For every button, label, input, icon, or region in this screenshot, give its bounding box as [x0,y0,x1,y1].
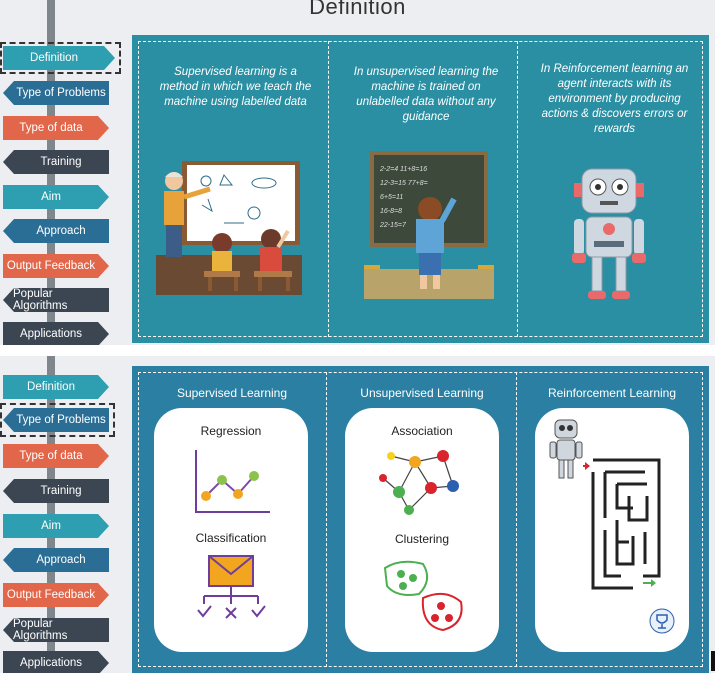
slide-title: Definition [309,0,406,19]
clustering-label: Clustering [394,532,450,546]
supervised-definition-text: Supervised learning is a method in which… [159,66,312,108]
robot-agent-icon [549,419,583,479]
column-divider [516,372,517,667]
reinforcement-learning-card [535,408,689,652]
nav-sign-definition[interactable]: Definition [3,375,109,399]
association-network-icon [379,450,459,515]
chalk-line: 22-15=7 [379,222,407,229]
slide-separator [0,345,715,356]
panel-frame [138,372,703,667]
selected-sign-outline [0,403,115,437]
nav-sign-aim[interactable]: Aim [3,514,109,538]
problem-types-panel: Supervised Learning Unsupervised Learnin… [132,366,709,673]
clustering-groups-icon [383,560,463,632]
nav-sign-training[interactable]: Training [3,150,109,174]
trophy-goal-icon [649,608,675,634]
column-divider [517,41,518,337]
association-label: Association [391,424,453,438]
nav-sign-popular-algorithms[interactable]: Popular Algorithms [3,618,109,642]
student-chalkboard-illustration: 2-2=4 11+8=16 12-3=15 77+8= 6+5=11 16-8=… [364,151,494,299]
chalk-line: 16-8=8 [380,208,402,215]
nav-sign-training[interactable]: Training [3,479,109,503]
supervised-learning-card: Regression Classification [154,408,308,652]
unsupervised-learning-card: Association Clustering [345,408,499,652]
definition-panel: Supervised learning is a method in which… [132,35,709,343]
robot-agent-illustration [572,168,646,299]
chalk-line: 6+5=11 [380,194,403,201]
nav-sign-output-feedback[interactable]: Output Feedback [3,254,109,278]
nav-sign-applications[interactable]: Applications [3,322,109,345]
chalk-line: 2-2=4 11+8=16 [379,166,427,173]
nav-sign-type-of-data[interactable]: Type of data [3,444,109,468]
nav-sign-type-of-problems[interactable]: Type of Problems [3,408,109,432]
classification-label: Classification [195,531,267,545]
unsupervised-learning-heading: Unsupervised Learning [360,386,484,400]
regression-chart-icon [195,450,270,513]
nav-sign-approach[interactable]: Approach [3,548,109,572]
nav-sign-popular-algorithms[interactable]: Popular Algorithms [3,288,109,312]
reinforcement-definition-text: In Reinforcement learning an agent inter… [540,63,689,135]
slide-type-of-problems: Definition Type of Problems Type of data… [0,356,715,673]
teacher-classroom-illustration [156,161,302,295]
nav-sign-applications[interactable]: Applications [3,651,109,673]
column-divider [328,41,329,337]
unsupervised-definition-text: In unsupervised learning the machine is … [353,66,499,123]
nav-sign-aim[interactable]: Aim [3,185,109,209]
supervised-learning-heading: Supervised Learning [176,386,288,400]
panel-frame [138,41,703,337]
nav-sign-output-feedback[interactable]: Output Feedback [3,583,109,607]
column-divider [326,372,327,667]
window-edge [711,651,715,671]
slide-definition: Definition Definition Type of Problems T… [0,0,715,345]
nav-sign-approach[interactable]: Approach [3,219,109,243]
regression-label: Regression [200,424,262,438]
nav-sign-type-of-problems[interactable]: Type of Problems [3,81,109,105]
classification-envelope-icon [197,555,266,619]
nav-sign-definition[interactable]: Definition [3,46,115,70]
maze-icon [583,458,661,590]
nav-sign-type-of-data[interactable]: Type of data [3,116,109,140]
reinforcement-learning-heading: Reinforcement Learning [547,386,677,400]
chalk-line: 12-3=15 77+8= [380,180,428,187]
selected-sign-outline [0,42,121,74]
